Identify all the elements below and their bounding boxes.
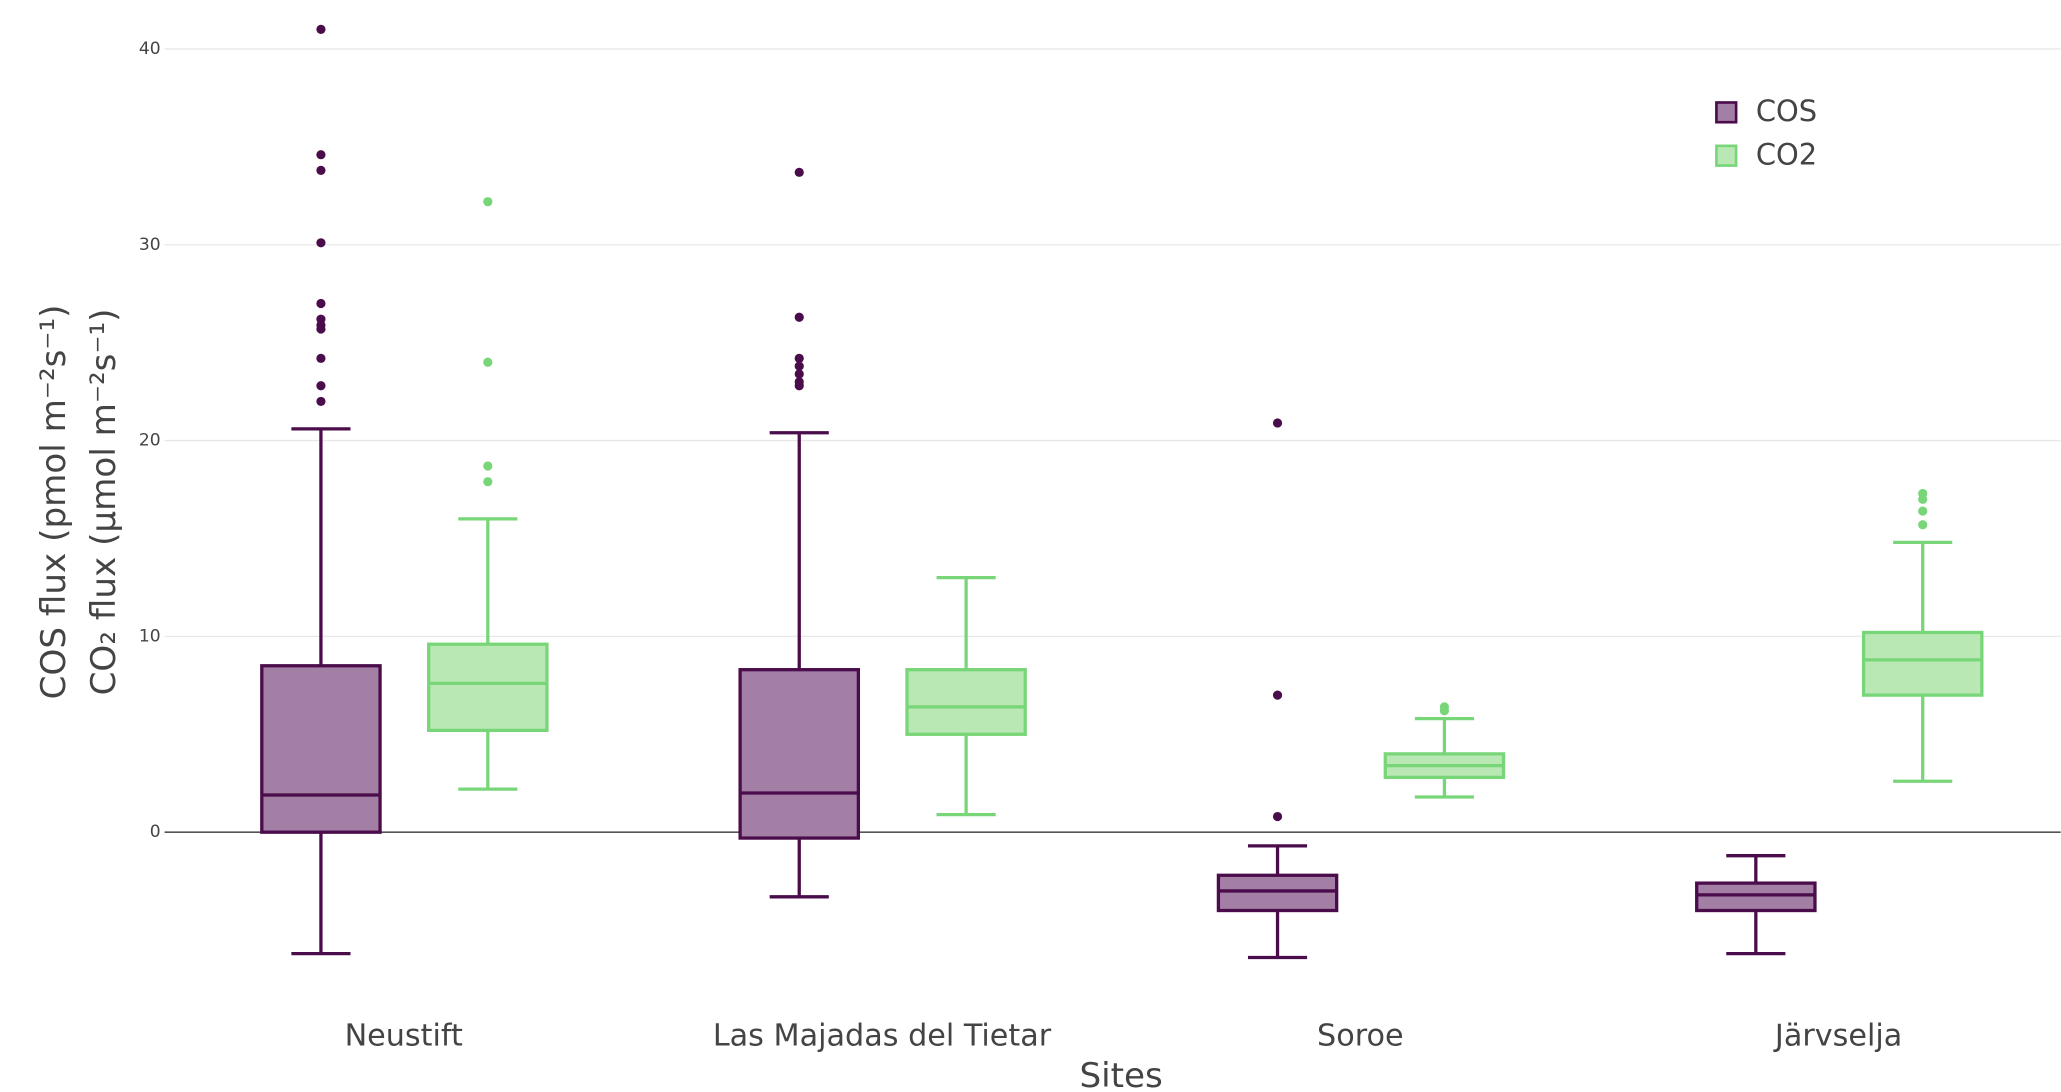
- outlier: [316, 238, 326, 248]
- outlier: [316, 381, 326, 391]
- outlier: [316, 324, 326, 334]
- legend-swatch: [1715, 144, 1738, 167]
- outlier: [483, 477, 493, 487]
- y-tick-label: 0: [150, 822, 161, 842]
- y-tick-label: 30: [139, 235, 161, 255]
- y-tick-label: 40: [139, 39, 161, 59]
- y-tick-label: 20: [139, 431, 161, 451]
- outlier: [794, 381, 804, 391]
- outlier: [316, 396, 326, 407]
- outlier: [316, 150, 326, 160]
- y-axis-title: CO₂ flux (µmol m⁻²s⁻¹): [84, 308, 124, 695]
- outlier: [794, 312, 804, 322]
- x-axis-title: Sites: [1079, 1056, 1162, 1088]
- x-tick-label: Soroe: [1317, 1018, 1404, 1053]
- box: [260, 664, 382, 834]
- outlier: [483, 357, 493, 367]
- outlier: [316, 165, 326, 175]
- box: [427, 642, 549, 733]
- y-axis-title: COS flux (pmol m⁻²s⁻¹): [34, 305, 74, 700]
- outlier: [316, 353, 326, 363]
- outlier: [1918, 494, 1928, 504]
- box: [905, 668, 1027, 736]
- outlier: [316, 298, 326, 309]
- y-tick-label: 10: [139, 626, 161, 646]
- outlier: [1918, 520, 1928, 530]
- box: [1216, 873, 1339, 913]
- box: [1695, 881, 1817, 913]
- outlier: [794, 361, 804, 371]
- outlier: [1439, 706, 1450, 716]
- x-tick-label: Neustift: [345, 1018, 463, 1053]
- x-tick-label: Las Majadas del Tietar: [713, 1018, 1052, 1053]
- outlier: [1272, 811, 1283, 822]
- x-tick-label: Järvselja: [1773, 1018, 1902, 1053]
- outlier: [794, 167, 804, 177]
- box: [1861, 630, 1984, 697]
- outlier: [316, 24, 326, 34]
- outlier: [1272, 418, 1283, 428]
- outlier: [794, 353, 804, 363]
- box: [738, 668, 861, 840]
- outlier: [1272, 690, 1283, 700]
- legend-swatch: [1715, 101, 1738, 124]
- outlier: [794, 369, 804, 379]
- legend-label: CO2: [1756, 137, 1817, 171]
- outlier: [483, 197, 493, 207]
- legend-label: COS: [1756, 94, 1817, 128]
- outlier: [483, 461, 493, 471]
- outlier: [1918, 506, 1928, 516]
